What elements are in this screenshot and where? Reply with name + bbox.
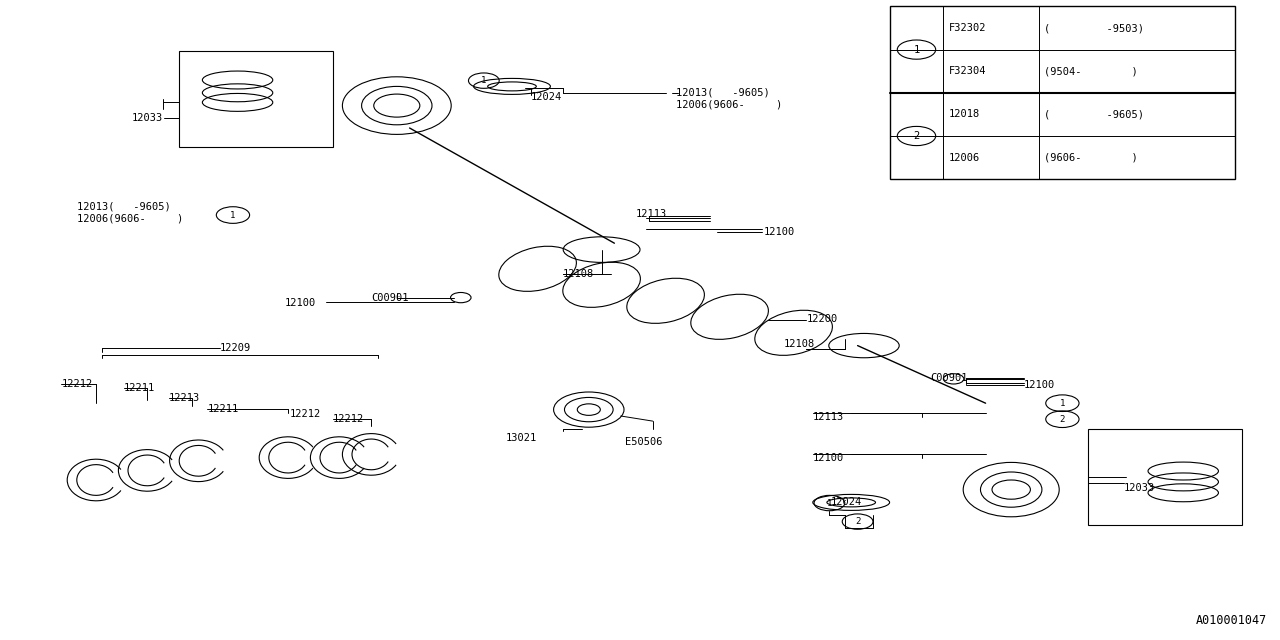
Bar (179, 51, 333, 147)
Text: 2: 2 (914, 131, 919, 141)
Text: 12006: 12006 (948, 152, 979, 163)
Text: 12033: 12033 (132, 113, 163, 124)
Text: 12108: 12108 (563, 269, 594, 279)
Text: 12024: 12024 (831, 497, 861, 508)
Text: F32304: F32304 (948, 66, 986, 76)
Text: C00901: C00901 (371, 292, 408, 303)
Text: 12100: 12100 (285, 298, 316, 308)
Text: 12018: 12018 (948, 109, 979, 120)
Text: (         -9605): ( -9605) (1044, 109, 1144, 120)
Text: 12113: 12113 (813, 412, 844, 422)
Text: C00901: C00901 (931, 372, 968, 383)
Text: 12209: 12209 (220, 342, 251, 353)
Text: 12212: 12212 (61, 379, 92, 389)
Text: (9504-        ): (9504- ) (1044, 66, 1138, 76)
Text: E50506: E50506 (625, 436, 662, 447)
Bar (890, 6, 1235, 179)
Text: 12006(9606-     ): 12006(9606- ) (676, 100, 782, 110)
Text: 12013(   -9605): 12013( -9605) (676, 88, 769, 98)
Text: 12200: 12200 (806, 314, 837, 324)
Text: 13021: 13021 (506, 433, 536, 444)
Text: 12100: 12100 (1024, 380, 1055, 390)
Text: 12212: 12212 (289, 409, 320, 419)
Text: 2: 2 (855, 517, 860, 526)
Text: 12006(9606-     ): 12006(9606- ) (77, 214, 183, 224)
Text: 12213: 12213 (169, 393, 200, 403)
Text: 12211: 12211 (124, 383, 155, 394)
Text: 1: 1 (1060, 399, 1065, 408)
Text: 12100: 12100 (813, 452, 844, 463)
Text: 1: 1 (481, 76, 486, 85)
Text: 1: 1 (914, 45, 919, 54)
Text: 1: 1 (827, 499, 832, 508)
Text: 12100: 12100 (764, 227, 795, 237)
Text: 12033: 12033 (1124, 483, 1155, 493)
Text: 2: 2 (1060, 415, 1065, 424)
Text: 1: 1 (230, 211, 236, 220)
Text: 12212: 12212 (333, 414, 364, 424)
Bar (1088, 429, 1242, 525)
Text: (         -9503): ( -9503) (1044, 23, 1144, 33)
Text: 12024: 12024 (531, 92, 562, 102)
Text: 12211: 12211 (207, 404, 238, 414)
Text: A010001047: A010001047 (1196, 614, 1267, 627)
Text: 12013(   -9605): 12013( -9605) (77, 202, 170, 212)
Text: F32302: F32302 (948, 23, 986, 33)
Text: 12113: 12113 (636, 209, 667, 219)
Text: 12108: 12108 (783, 339, 814, 349)
Text: (9606-        ): (9606- ) (1044, 152, 1138, 163)
